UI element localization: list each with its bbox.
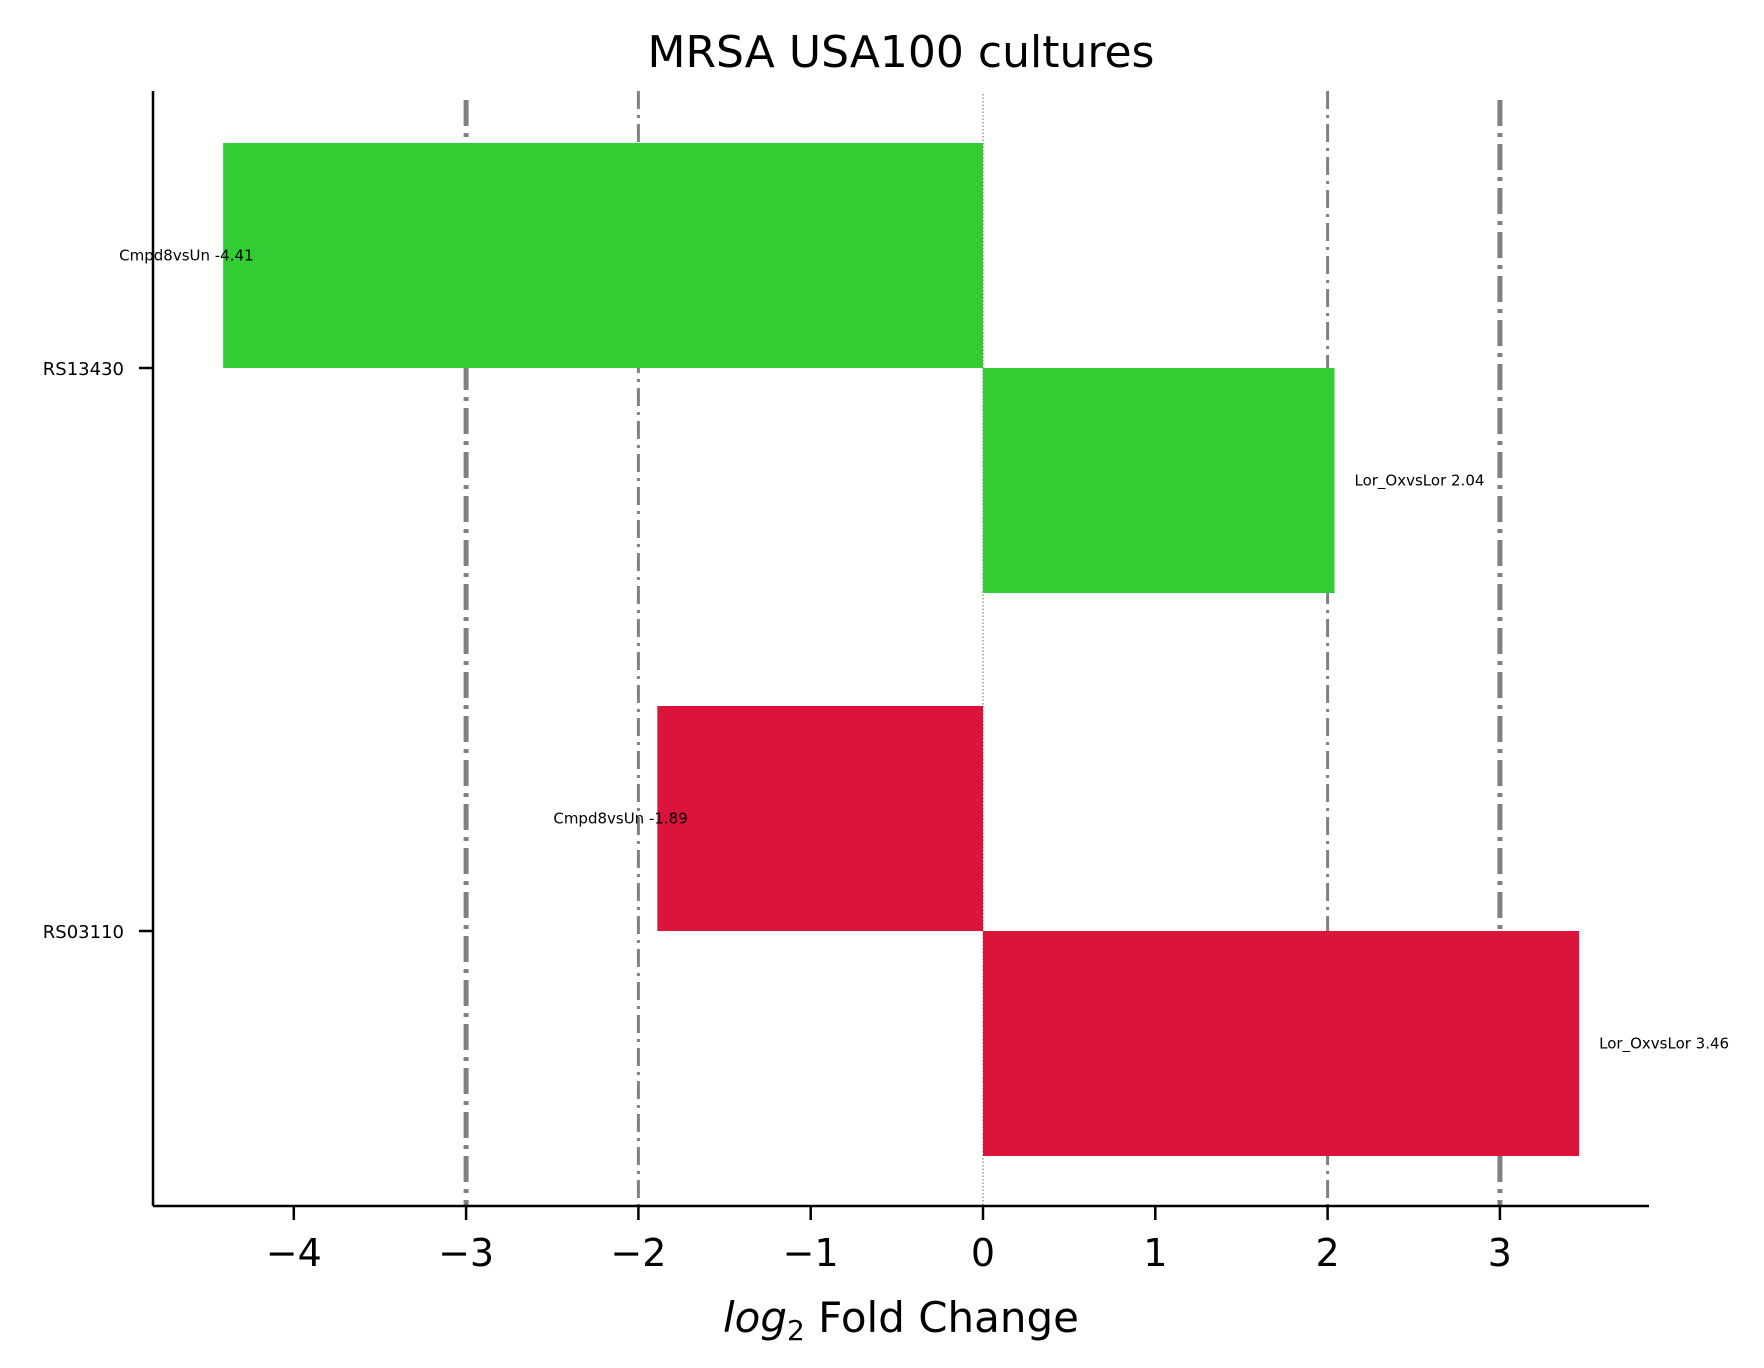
x-tick-label: −4 [266,1231,322,1275]
bar-3 [983,931,1580,1156]
chart-title: MRSA USA100 cultures [648,27,1155,78]
bar-label-1: Lor_OxvsLor 2.04 [1354,472,1484,491]
x-tick-label: 0 [971,1231,995,1275]
x-axis-label: log2 Fold Change [723,1293,1079,1347]
bar-1 [983,368,1335,593]
bar-2 [657,706,983,931]
x-tick-label: −3 [438,1231,494,1275]
x-tick-label: −2 [610,1231,666,1275]
x-ticks: −4 −3 −2 −1 0 1 2 3 [266,1206,1512,1275]
bar-0 [223,143,984,368]
y-ticks: RS13430 RS03110 [43,359,153,943]
bar-label-3: Lor_OxvsLor 3.46 [1599,1035,1729,1054]
x-tick-label: 1 [1143,1231,1167,1275]
bars [223,143,1580,1156]
x-axis-label-subscript: 2 [787,1314,805,1347]
bar-label-2: Cmpd8vsUn -1.89 [553,810,687,828]
y-tick-label: RS13430 [43,359,124,380]
x-tick-label: 2 [1316,1231,1340,1275]
x-axis-label-log: log [723,1293,787,1342]
bar-label-0: Cmpd8vsUn -4.41 [119,247,253,265]
x-tick-label: −1 [783,1231,839,1275]
x-axis-label-rest: Fold Change [805,1293,1079,1342]
x-tick-label: 3 [1488,1231,1512,1275]
y-tick-label: RS03110 [43,922,124,943]
